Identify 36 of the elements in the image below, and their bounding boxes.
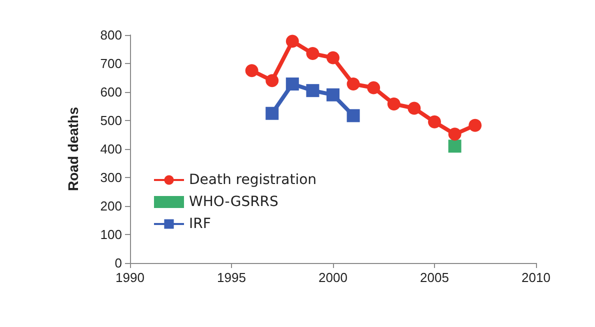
point bbox=[367, 81, 380, 94]
point bbox=[245, 64, 258, 78]
y-tick-label: 400 bbox=[100, 142, 122, 156]
y-tick-label: 100 bbox=[100, 227, 122, 242]
y-tick-label: 600 bbox=[100, 84, 122, 100]
point bbox=[326, 51, 340, 64]
y-tick-label: 0 bbox=[114, 256, 122, 270]
y-tick-label: 700 bbox=[100, 56, 122, 71]
x-tick-label: 2010 bbox=[522, 270, 550, 285]
y-tick-label: 300 bbox=[100, 170, 122, 185]
point bbox=[468, 118, 482, 132]
legend-label: Death registration bbox=[189, 172, 317, 188]
point bbox=[266, 106, 279, 120]
point bbox=[286, 34, 299, 48]
x-tick-label: 1995 bbox=[217, 270, 246, 285]
point bbox=[428, 115, 441, 128]
y-tick-label: 800 bbox=[100, 28, 122, 42]
x-tick-label: 2000 bbox=[318, 270, 348, 285]
point bbox=[448, 128, 462, 141]
point bbox=[346, 78, 360, 91]
point bbox=[408, 102, 421, 115]
point bbox=[286, 78, 299, 91]
y-tick-label: 200 bbox=[100, 198, 122, 214]
point bbox=[346, 109, 360, 122]
y-tick-label: 500 bbox=[100, 113, 122, 128]
legend-label: IRF bbox=[189, 216, 211, 232]
point bbox=[266, 74, 279, 88]
x-tick-label: 2005 bbox=[420, 270, 449, 285]
point bbox=[326, 88, 340, 102]
point bbox=[306, 84, 320, 98]
point bbox=[448, 140, 462, 153]
point bbox=[387, 97, 400, 110]
x-tick-label: 1990 bbox=[116, 270, 144, 285]
y-axis-title: Road deaths bbox=[65, 106, 81, 192]
legend-label: WHO-GSRRS bbox=[189, 194, 279, 210]
point bbox=[306, 47, 320, 60]
